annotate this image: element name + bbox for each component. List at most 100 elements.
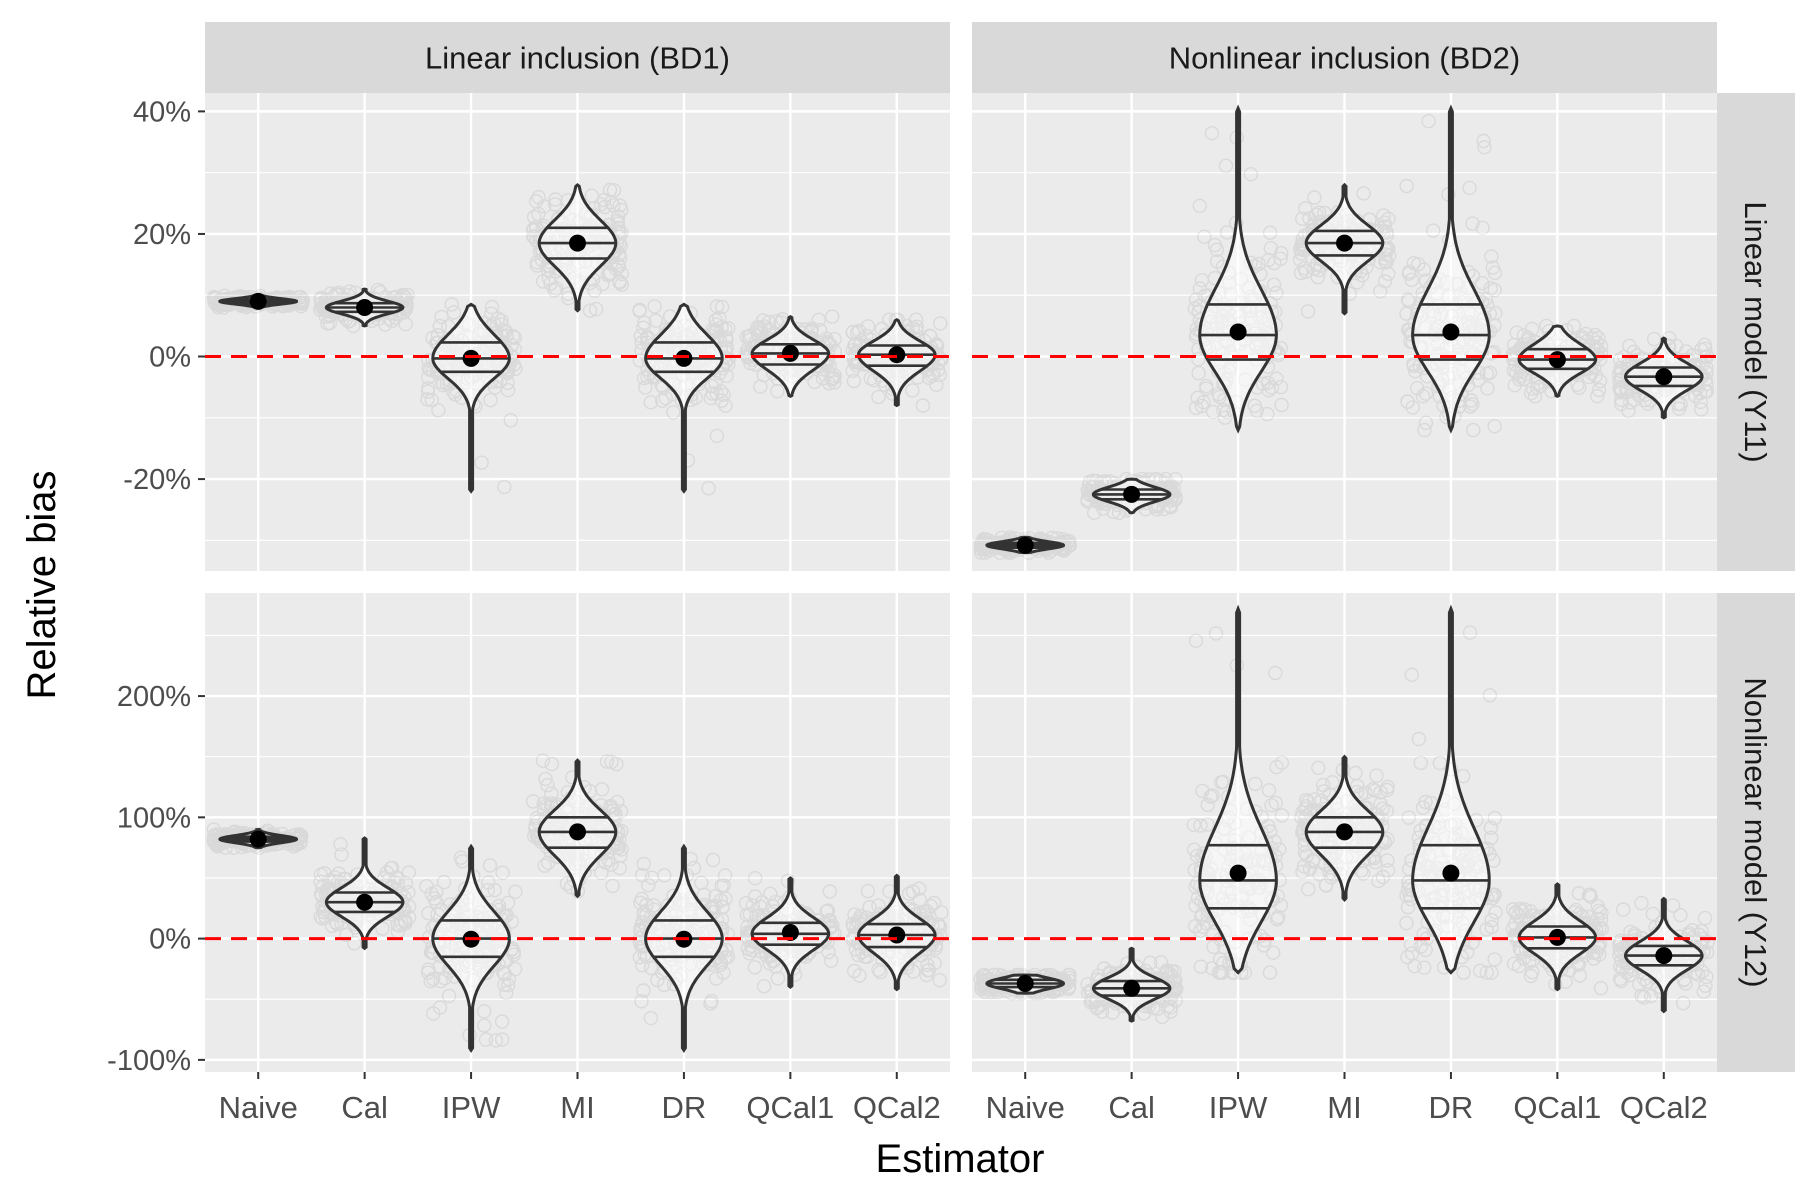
jitter-point	[529, 219, 544, 235]
jitter-point	[1208, 626, 1224, 641]
jitter-point	[747, 889, 763, 904]
jitter-point	[906, 964, 921, 979]
jitter-point	[507, 330, 522, 345]
jitter-point	[1614, 392, 1629, 407]
jitter-point	[435, 377, 451, 393]
jitter-point	[597, 192, 612, 208]
jitter-point	[1373, 797, 1388, 812]
jitter-point	[1292, 252, 1308, 267]
jitter-point	[1243, 166, 1259, 182]
jitter-point	[1381, 248, 1397, 263]
jitter-point	[1484, 965, 1499, 980]
jitter-point	[974, 981, 989, 996]
jitter-point	[974, 545, 989, 560]
estimator-MI	[1294, 754, 1396, 902]
jitter-point	[1377, 274, 1393, 289]
jitter-point	[603, 798, 618, 814]
jitter-point	[1524, 321, 1540, 337]
jitter-point	[390, 876, 406, 891]
jitter-point	[640, 369, 655, 385]
jitter-point	[1142, 955, 1158, 970]
jitter-point	[686, 860, 702, 876]
jitter-point	[933, 919, 948, 935]
jitter-point	[1158, 471, 1173, 487]
jitter-point	[740, 941, 756, 956]
estimator-MI	[525, 753, 629, 899]
jitter-point	[1646, 331, 1662, 347]
jitter-point	[1466, 422, 1481, 438]
jitter-point	[370, 282, 386, 298]
jitter-point	[636, 320, 651, 335]
estimator-DR	[1399, 604, 1503, 980]
jitter-point	[1698, 384, 1713, 399]
jitter-point	[1483, 820, 1499, 835]
jitter-point	[1146, 1001, 1161, 1016]
jitter-point	[478, 1032, 494, 1047]
jitter-point	[1156, 501, 1171, 517]
jitter-point	[719, 332, 734, 348]
jitter-point	[1476, 133, 1491, 149]
jitter-point	[636, 907, 651, 923]
jitter-point	[1159, 965, 1174, 981]
jitter-point	[1307, 261, 1322, 276]
jitter-point	[929, 338, 944, 353]
jitter-point	[1295, 864, 1310, 880]
jitter-point	[1162, 966, 1178, 982]
jitter-point	[1318, 877, 1334, 893]
jitter-point	[1634, 895, 1649, 911]
jitter-point	[1196, 229, 1212, 244]
jitter-point	[487, 882, 502, 898]
jitter-point	[705, 899, 720, 914]
jitter-point	[1487, 282, 1502, 298]
mean-point-QCal2	[888, 346, 906, 364]
jitter-point	[397, 913, 412, 929]
jitter-point	[1486, 344, 1501, 360]
jitter-point	[487, 380, 503, 395]
jitter-point	[931, 917, 946, 933]
jitter-point	[1694, 935, 1709, 950]
jitter-point	[595, 276, 610, 292]
jitter-point	[1149, 502, 1164, 517]
jitter-point	[495, 865, 510, 880]
jitter-point	[757, 319, 772, 334]
jitter-point	[739, 329, 754, 345]
jitter-point	[1510, 908, 1526, 923]
mean-point-QCal1	[781, 924, 799, 941]
jitter-point	[1295, 805, 1310, 820]
jitter-point	[441, 988, 457, 1004]
jitter-point	[1485, 260, 1501, 275]
jitter-point	[929, 377, 944, 392]
estimator-Cal	[1080, 946, 1184, 1025]
jitter-point	[708, 888, 723, 904]
jitter-point	[1301, 794, 1316, 809]
jitter-point	[756, 313, 771, 328]
jitter-point	[334, 847, 349, 862]
jitter-point	[1571, 957, 1587, 972]
jitter-point	[915, 398, 931, 413]
jitter-point	[446, 305, 462, 320]
jitter-point	[1465, 397, 1480, 412]
jitter-point	[742, 946, 757, 961]
jitter-point	[1211, 387, 1227, 402]
jitter-point	[871, 898, 886, 913]
jitter-point	[1678, 976, 1693, 991]
jitter-point	[208, 836, 223, 851]
jitter-point	[1627, 926, 1642, 942]
jitter-point	[1136, 1006, 1152, 1021]
jitter-point	[745, 898, 761, 913]
jitter-point	[656, 977, 672, 993]
jitter-point	[1255, 376, 1271, 391]
panel-content-r0-c1	[972, 104, 1717, 560]
jitter-point	[390, 917, 405, 932]
violin-IPW	[431, 302, 511, 494]
jitter-point	[850, 325, 865, 340]
jitter-point	[613, 848, 628, 863]
jitter-point	[1407, 363, 1423, 379]
jitter-point	[1594, 905, 1609, 920]
jitter-point	[432, 959, 447, 974]
jitter-point	[1168, 471, 1183, 487]
jitter-point	[1196, 919, 1211, 935]
jitter-point	[1409, 381, 1425, 396]
mean-point-Cal	[356, 893, 374, 911]
jitter-point	[1566, 318, 1582, 334]
